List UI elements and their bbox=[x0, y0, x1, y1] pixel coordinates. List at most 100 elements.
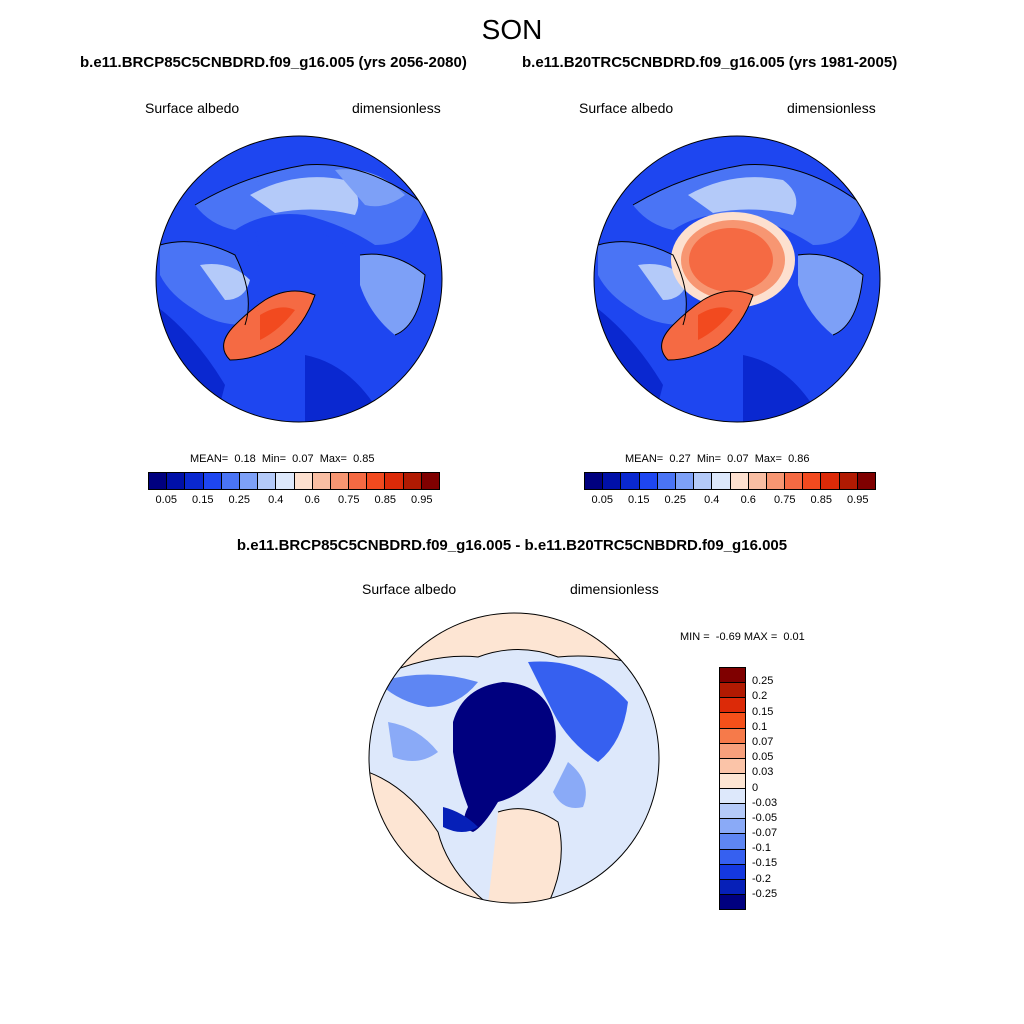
colorbar-swatch bbox=[385, 473, 404, 489]
right-case-title: b.e11.B20TRC5CNBDRD.f09_g16.005 (yrs 198… bbox=[522, 54, 898, 71]
colorbar-swatch bbox=[149, 473, 168, 489]
colorbar-tick-label: 0.6 bbox=[740, 494, 756, 506]
colorbar-swatch bbox=[720, 834, 745, 850]
colorbar-tick-label: 0 bbox=[752, 781, 759, 794]
diff-units-label: dimensionless bbox=[570, 581, 659, 597]
right-colorbar-ticks: 0.05 0.15 0.25 0.4 0.6 0.75 0.85 0.95 bbox=[584, 494, 876, 508]
colorbar-swatch bbox=[720, 773, 745, 789]
diff-colorbar-ticks: 0.25 0.2 0.15 0.1 0.07 0.05 0.03 0 -0.03 -0.05 -0.… bbox=[752, 667, 792, 910]
colorbar-tick-label: 0.25 bbox=[664, 494, 686, 506]
colorbar-swatch bbox=[720, 668, 745, 684]
colorbar-swatch bbox=[421, 473, 439, 489]
colorbar-swatch bbox=[785, 473, 804, 489]
colorbar-tick-label: 0.95 bbox=[847, 494, 869, 506]
right-stats: MEAN= 0.27 Min= 0.07 Max= 0.86 bbox=[625, 453, 810, 465]
colorbar-swatch bbox=[239, 473, 259, 489]
colorbar-tick-label: 0.1 bbox=[752, 720, 768, 733]
right-units-label: dimensionless bbox=[787, 100, 876, 116]
colorbar-swatch bbox=[720, 698, 745, 714]
colorbar-swatch bbox=[276, 473, 295, 489]
colorbar-tick-label: 0.05 bbox=[591, 494, 613, 506]
colorbar-tick-label: 0.25 bbox=[228, 494, 250, 506]
colorbar-swatch bbox=[720, 789, 745, 805]
colorbar-swatch bbox=[621, 473, 640, 489]
left-variable-label: Surface albedo bbox=[145, 100, 240, 116]
colorbar-swatch bbox=[720, 743, 745, 759]
colorbar-swatch bbox=[720, 894, 745, 909]
colorbar-swatch bbox=[720, 728, 745, 744]
colorbar-swatch bbox=[221, 473, 240, 489]
colorbar-swatch bbox=[712, 473, 731, 489]
right-polar-map bbox=[593, 135, 881, 423]
colorbar-tick-label: 0.15 bbox=[752, 705, 774, 718]
colorbar-swatch bbox=[349, 473, 368, 489]
difference-title: b.e11.BRCP85C5CNBDRD.f09_g16.005 - b.e11… bbox=[236, 537, 788, 554]
colorbar-swatch bbox=[203, 473, 222, 489]
right-colorbar bbox=[584, 472, 876, 490]
colorbar-swatch bbox=[167, 473, 186, 489]
colorbar-swatch bbox=[839, 473, 858, 489]
colorbar-tick-label: 0.07 bbox=[752, 735, 774, 748]
colorbar-swatch bbox=[312, 473, 331, 489]
colorbar-swatch bbox=[639, 473, 658, 489]
season-title: SON bbox=[481, 14, 543, 45]
left-colorbar-ticks: 0.05 0.15 0.25 0.4 0.6 0.75 0.85 0.95 bbox=[148, 494, 440, 508]
colorbar-tick-label: 0.05 bbox=[752, 751, 774, 764]
colorbar-tick-label: -0.05 bbox=[752, 811, 778, 824]
colorbar-tick-label: 0.15 bbox=[628, 494, 650, 506]
colorbar-tick-label: 0.25 bbox=[752, 675, 774, 688]
colorbar-swatch bbox=[720, 713, 745, 729]
colorbar-tick-label: 0.4 bbox=[268, 494, 284, 506]
left-colorbar bbox=[148, 472, 440, 490]
colorbar-swatch bbox=[766, 473, 786, 489]
diff-colorbar bbox=[719, 667, 746, 910]
colorbar-swatch bbox=[720, 804, 745, 820]
colorbar-swatch bbox=[857, 473, 875, 489]
colorbar-swatch bbox=[748, 473, 767, 489]
diff-stats: MIN = -0.69 MAX = 0.01 bbox=[680, 631, 805, 643]
colorbar-tick-label: 0.15 bbox=[192, 494, 214, 506]
colorbar-tick-label: 0.6 bbox=[304, 494, 320, 506]
colorbar-swatch bbox=[694, 473, 713, 489]
colorbar-swatch bbox=[720, 864, 745, 880]
colorbar-tick-label: 0.75 bbox=[774, 494, 796, 506]
colorbar-tick-label: 0.4 bbox=[704, 494, 720, 506]
colorbar-swatch bbox=[675, 473, 695, 489]
diff-variable-label: Surface albedo bbox=[362, 581, 457, 597]
colorbar-tick-label: -0.07 bbox=[752, 827, 778, 840]
colorbar-swatch bbox=[294, 473, 313, 489]
colorbar-swatch bbox=[720, 683, 745, 699]
colorbar-swatch bbox=[821, 473, 840, 489]
colorbar-tick-label: -0.15 bbox=[752, 857, 778, 870]
colorbar-swatch bbox=[730, 473, 749, 489]
colorbar-tick-label: 0.85 bbox=[374, 494, 396, 506]
colorbar-swatch bbox=[258, 473, 277, 489]
colorbar-swatch bbox=[720, 849, 745, 865]
right-variable-label: Surface albedo bbox=[579, 100, 674, 116]
colorbar-tick-label: 0.95 bbox=[411, 494, 433, 506]
colorbar-swatch bbox=[603, 473, 622, 489]
left-units-label: dimensionless bbox=[352, 100, 441, 116]
colorbar-swatch bbox=[185, 473, 204, 489]
left-stats: MEAN= 0.18 Min= 0.07 Max= 0.85 bbox=[190, 453, 375, 465]
colorbar-tick-label: 0.2 bbox=[752, 690, 768, 703]
colorbar-tick-label: -0.25 bbox=[752, 887, 778, 900]
colorbar-tick-label: 0.75 bbox=[338, 494, 360, 506]
colorbar-tick-label: 0.85 bbox=[810, 494, 832, 506]
colorbar-swatch bbox=[403, 473, 422, 489]
colorbar-swatch bbox=[720, 819, 745, 835]
colorbar-tick-label: 0.03 bbox=[752, 766, 774, 779]
diff-polar-map bbox=[368, 612, 660, 904]
colorbar-tick-label: -0.03 bbox=[752, 796, 778, 809]
colorbar-tick-label: 0.05 bbox=[155, 494, 177, 506]
colorbar-swatch bbox=[367, 473, 386, 489]
colorbar-tick-label: -0.2 bbox=[752, 872, 771, 885]
colorbar-swatch bbox=[720, 879, 745, 895]
left-polar-map bbox=[155, 135, 443, 423]
colorbar-swatch bbox=[585, 473, 604, 489]
colorbar-swatch bbox=[657, 473, 676, 489]
colorbar-tick-label: -0.1 bbox=[752, 842, 771, 855]
colorbar-swatch bbox=[720, 758, 745, 774]
colorbar-swatch bbox=[803, 473, 822, 489]
colorbar-swatch bbox=[330, 473, 350, 489]
